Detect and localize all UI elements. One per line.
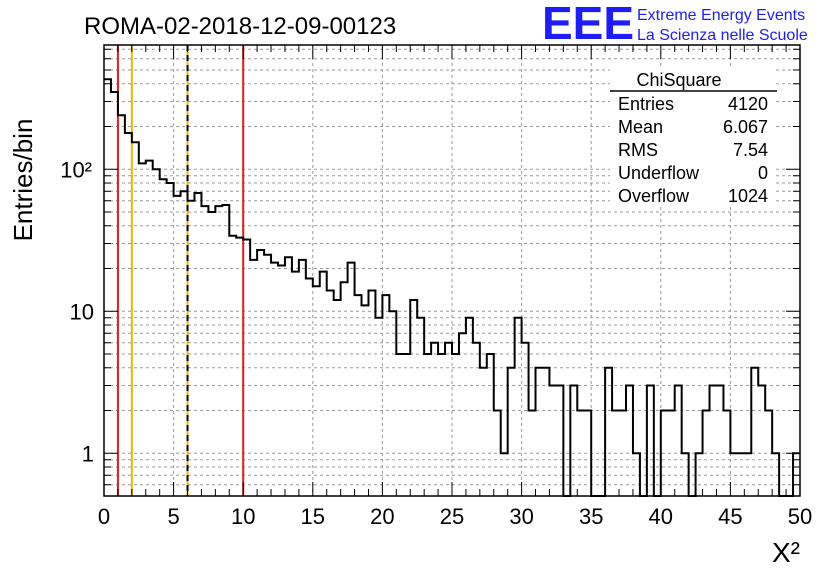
stats-value-rms: 7.54 <box>733 140 768 160</box>
x-axis-label: X² <box>772 537 800 568</box>
histogram-series <box>104 78 800 497</box>
eee-logo-mark: EEE <box>542 0 634 49</box>
chart-title: ROMA-02-2018-12-09-00123 <box>84 13 396 40</box>
x-tick-label: 0 <box>98 504 110 529</box>
stats-label-rms: RMS <box>618 140 658 160</box>
x-tick-label: 35 <box>579 504 603 529</box>
logo-line-2: La Scienza nelle Scuole <box>637 27 808 44</box>
x-tick-label: 5 <box>167 504 179 529</box>
stats-label-mean: Mean <box>618 117 663 137</box>
stats-label-underflow: Underflow <box>618 163 700 183</box>
stats-value-overflow: 1024 <box>728 186 768 206</box>
x-tick-label: 25 <box>440 504 464 529</box>
stats-box: ChiSquare Entries 4120 Mean 6.067 RMS 7.… <box>610 66 777 206</box>
y-tick-label: 10 <box>70 299 94 324</box>
stats-value-underflow: 0 <box>758 163 768 183</box>
stats-value-entries: 4120 <box>728 94 768 114</box>
axis-ticks: 0 5 10 15 20 25 30 35 40 45 50 1 10 10² <box>60 45 812 529</box>
x-tick-label: 15 <box>301 504 325 529</box>
stats-label-overflow: Overflow <box>618 186 690 206</box>
x-tick-label: 50 <box>788 504 812 529</box>
x-tick-label: 20 <box>370 504 394 529</box>
logo-line-1: Extreme Energy Events <box>637 7 805 24</box>
grid-lines <box>104 45 800 497</box>
y-tick-label: 10² <box>60 157 92 182</box>
x-tick-label: 45 <box>718 504 742 529</box>
y-axis-label: Entries/bin <box>8 119 38 242</box>
marker-lines <box>116 45 245 496</box>
stats-label-entries: Entries <box>618 94 674 114</box>
y-tick-label: 1 <box>82 441 94 466</box>
stats-box-title: ChiSquare <box>636 70 721 90</box>
stats-value-mean: 6.067 <box>723 117 768 137</box>
x-tick-label: 30 <box>509 504 533 529</box>
x-tick-label: 40 <box>649 504 673 529</box>
x-tick-label: 10 <box>231 504 255 529</box>
